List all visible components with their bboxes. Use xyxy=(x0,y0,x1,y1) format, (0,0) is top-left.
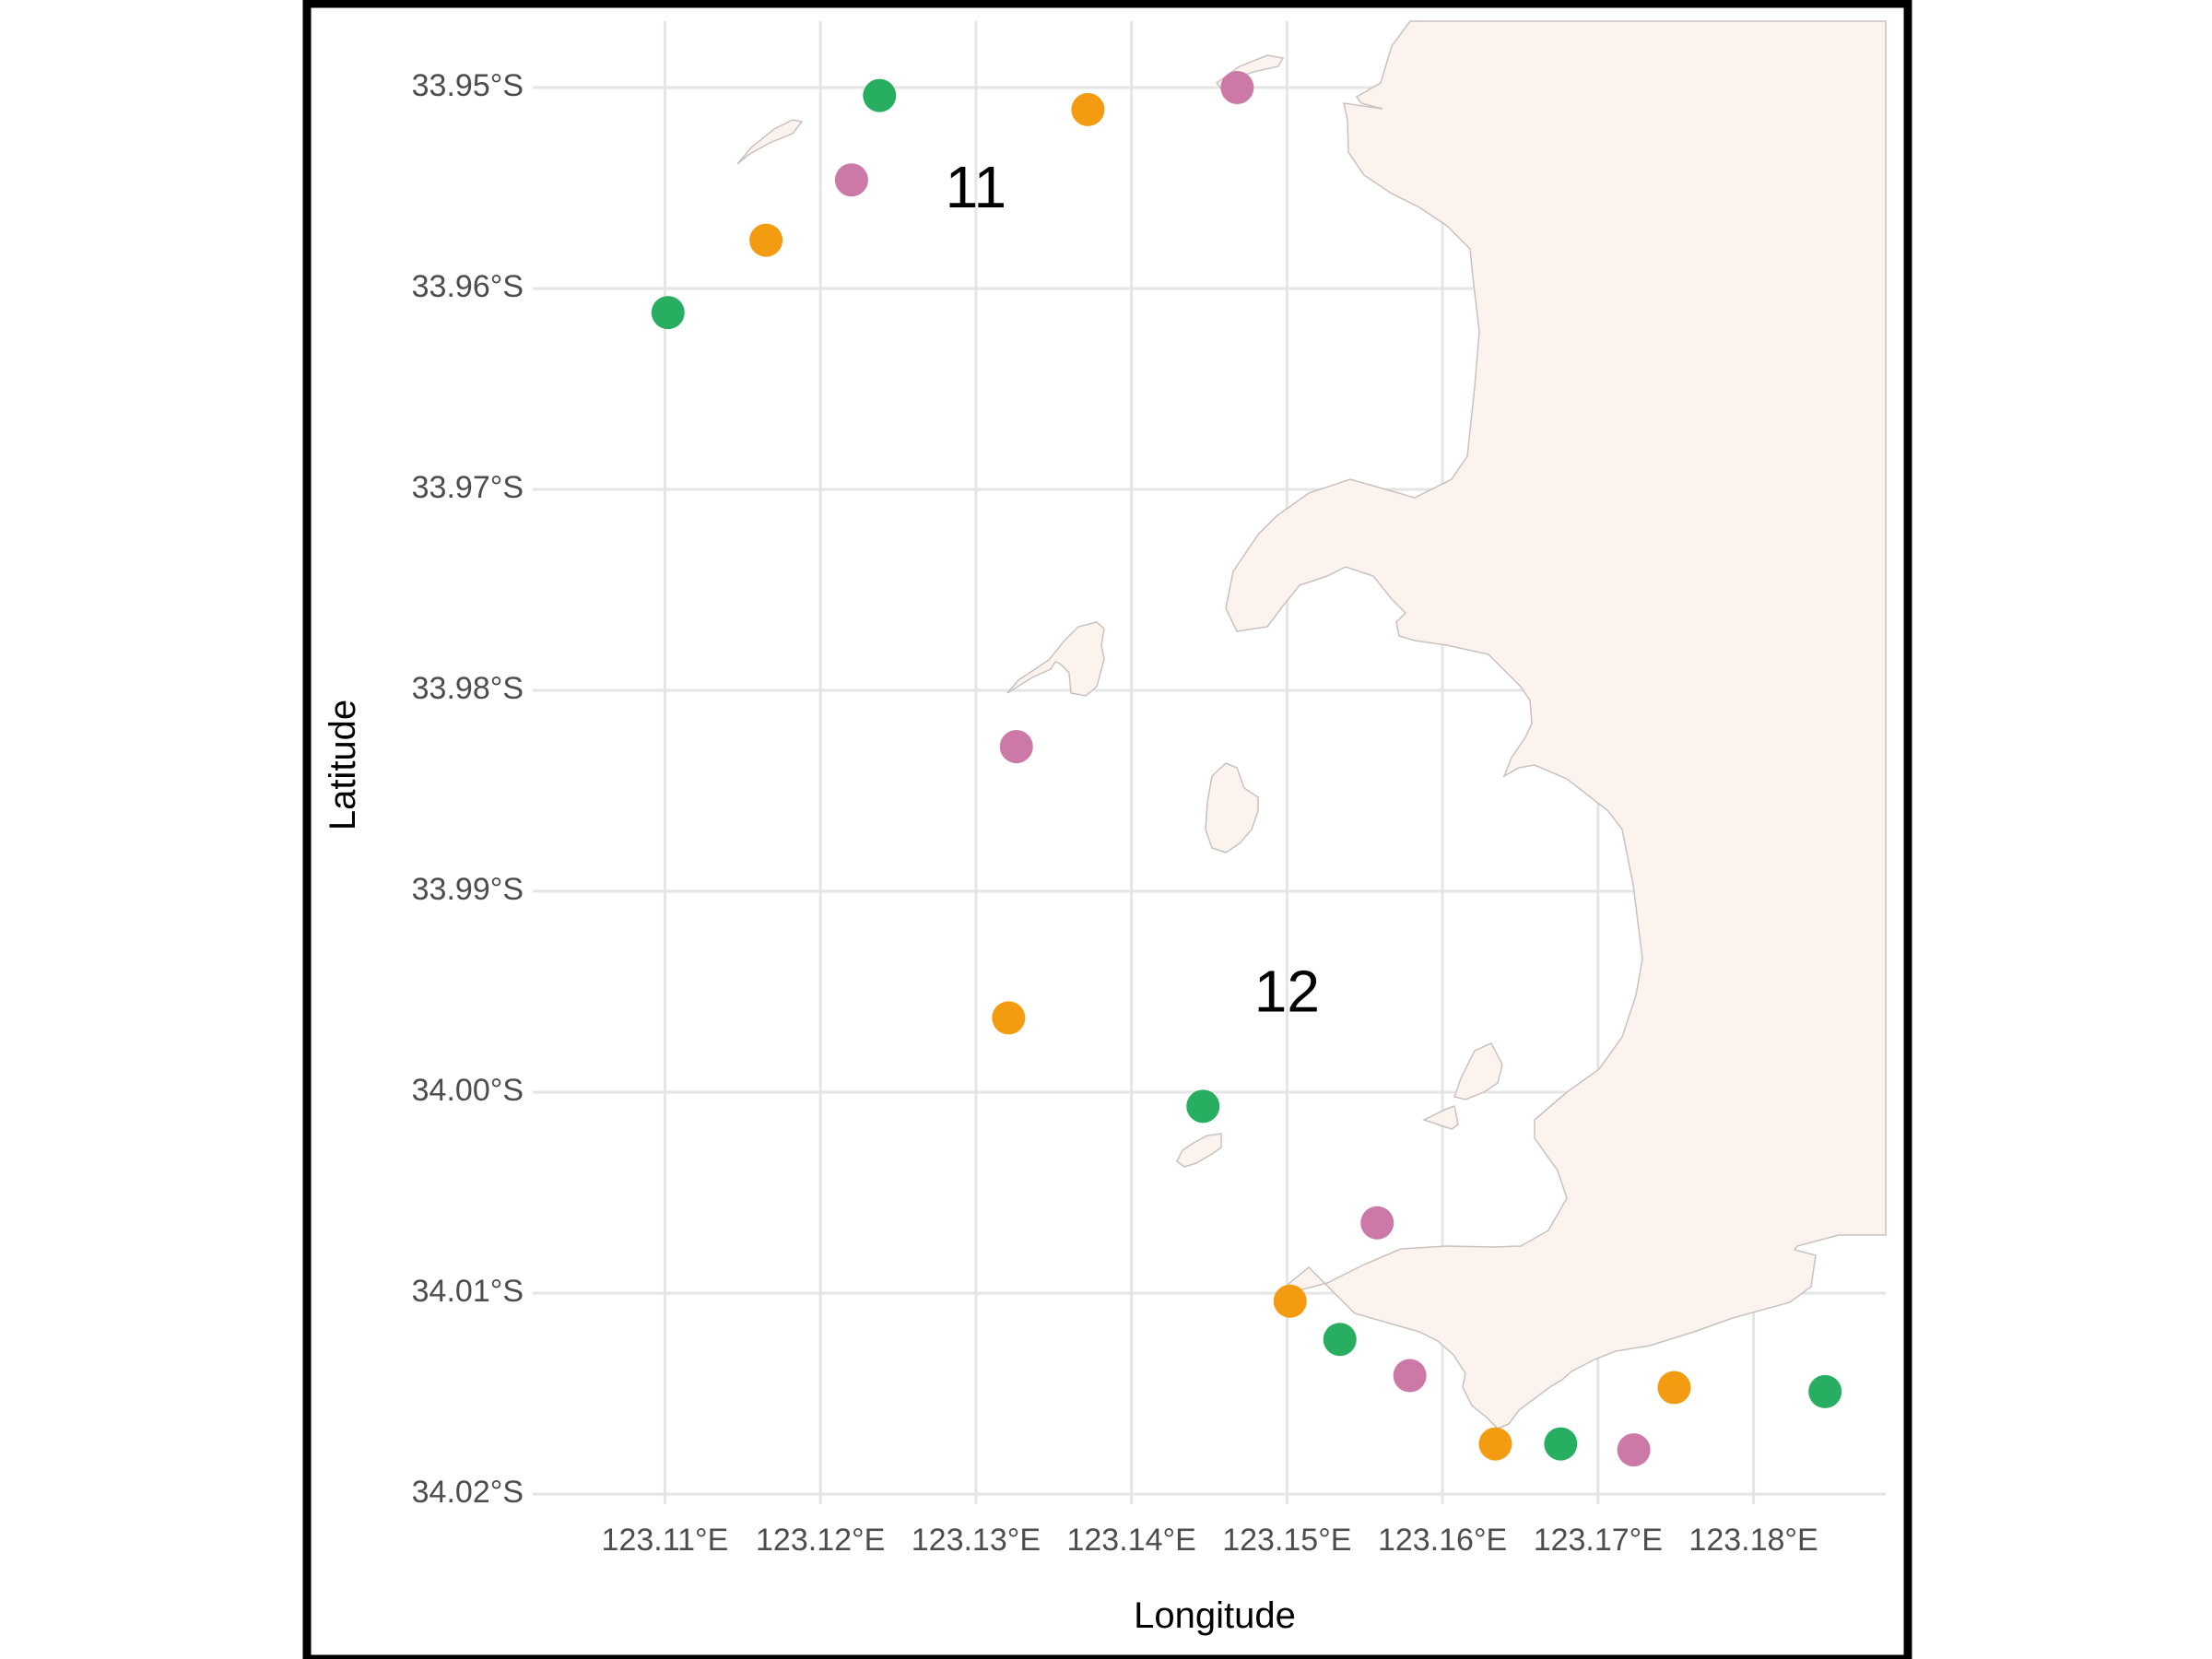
data-point-pink xyxy=(1220,70,1254,104)
y-tick-label: 34.02°S xyxy=(412,1475,524,1510)
y-axis-tick-labels: 33.95°S 33.96°S 33.97°S 33.98°S 33.99°S … xyxy=(412,68,524,1510)
y-tick-label: 34.01°S xyxy=(412,1274,524,1309)
data-point-green xyxy=(1808,1374,1842,1408)
x-tick-label: 123.11°E xyxy=(602,1523,729,1558)
region-label-12: 12 xyxy=(1254,958,1320,1024)
data-point-orange xyxy=(1657,1371,1691,1405)
x-tick-label: 123.18°E xyxy=(1688,1523,1818,1558)
y-tick-label: 33.98°S xyxy=(412,671,524,706)
data-point-green xyxy=(1323,1323,1357,1357)
island-south-tiny xyxy=(1422,1104,1459,1130)
x-tick-label: 123.16°E xyxy=(1378,1523,1507,1558)
y-tick-label: 33.95°S xyxy=(412,68,524,103)
x-tick-label: 123.17°E xyxy=(1534,1523,1663,1558)
data-point-orange xyxy=(1273,1284,1307,1318)
data-point-green xyxy=(1544,1427,1578,1461)
coastline-land xyxy=(736,20,1887,1430)
y-axis-title: Latitude xyxy=(323,700,363,830)
x-axis-tick-labels: 123.11°E 123.12°E 123.13°E 123.14°E 123.… xyxy=(602,1523,1818,1558)
data-point-orange xyxy=(1071,92,1105,126)
data-point-pink xyxy=(1393,1359,1427,1393)
x-tick-label: 123.13°E xyxy=(912,1523,1041,1558)
island-south-east xyxy=(1453,1042,1503,1100)
data-point-green xyxy=(863,78,897,112)
island-south-west xyxy=(1176,1133,1222,1168)
data-point-green xyxy=(1186,1089,1220,1124)
data-point-pink xyxy=(1617,1433,1651,1467)
data-point-pink xyxy=(999,730,1033,764)
mainland xyxy=(1225,20,1887,1430)
y-tick-label: 34.00°S xyxy=(412,1073,524,1108)
island-hook xyxy=(1006,621,1105,697)
island-north-west-sliver xyxy=(736,119,804,165)
data-point-green xyxy=(651,296,685,330)
region-labels: 11 12 xyxy=(946,154,1320,1024)
x-axis-title: Longitude xyxy=(1134,1595,1296,1636)
data-point-orange xyxy=(1478,1427,1512,1461)
data-point-orange xyxy=(992,1001,1026,1035)
y-tick-label: 33.99°S xyxy=(412,872,524,907)
y-tick-label: 33.97°S xyxy=(412,470,524,505)
y-tick-label: 33.96°S xyxy=(412,269,524,304)
data-point-pink xyxy=(834,163,868,197)
data-point-pink xyxy=(1360,1206,1394,1240)
region-label-11: 11 xyxy=(946,154,1006,220)
x-tick-label: 123.12°E xyxy=(756,1523,885,1558)
island-middle xyxy=(1205,762,1259,853)
data-point-orange xyxy=(749,223,783,257)
data-points xyxy=(651,70,1842,1467)
x-tick-label: 123.15°E xyxy=(1222,1523,1351,1558)
x-tick-label: 123.14°E xyxy=(1066,1523,1195,1558)
